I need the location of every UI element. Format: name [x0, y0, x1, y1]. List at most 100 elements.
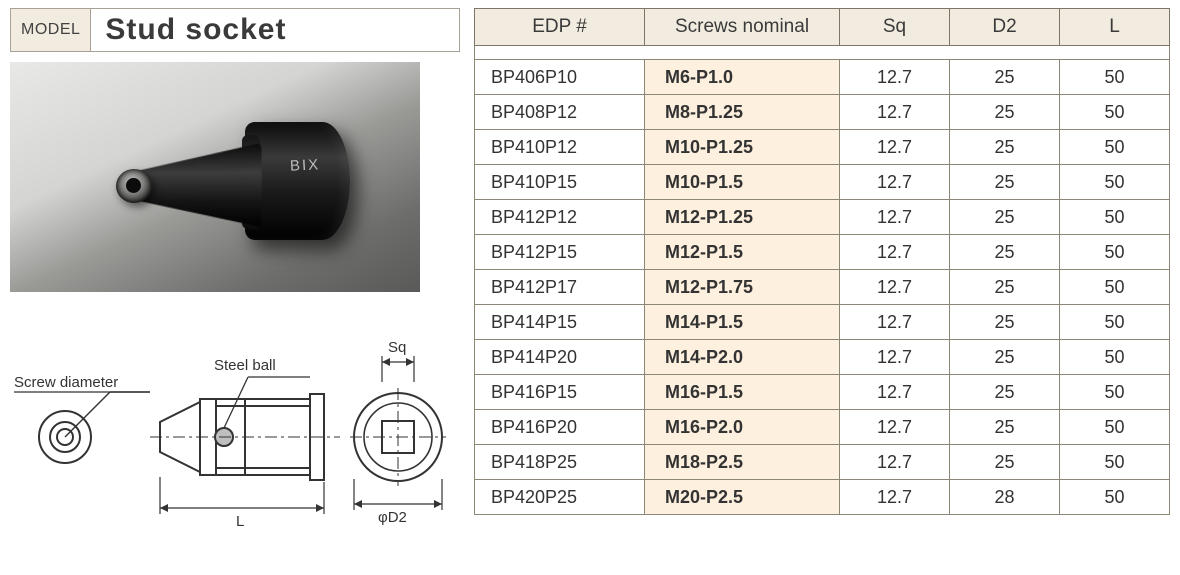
cell-sq: 12.7 — [840, 305, 950, 340]
cell-sq: 12.7 — [840, 410, 950, 445]
cell-sq: 12.7 — [840, 200, 950, 235]
cell-sq: 12.7 — [840, 95, 950, 130]
spec-table: EDP # Screws nominal Sq D2 L BP406P10M6-… — [474, 8, 1170, 515]
cell-edp: BP408P12 — [475, 95, 645, 130]
dimensional-diagram: Screw diameter Steel — [10, 322, 450, 542]
cell-nominal: M8-P1.25 — [645, 95, 840, 130]
cell-l: 50 — [1060, 235, 1170, 270]
socket-illustration: BIX — [110, 117, 350, 247]
model-tag: MODEL — [11, 9, 91, 51]
table-row: BP416P20M16-P2.012.72550 — [475, 410, 1170, 445]
product-title: Stud socket — [91, 9, 459, 51]
cell-nominal: M16-P2.0 — [645, 410, 840, 445]
cell-l: 50 — [1060, 410, 1170, 445]
cell-sq: 12.7 — [840, 60, 950, 95]
cell-l: 50 — [1060, 130, 1170, 165]
cell-d2: 25 — [950, 95, 1060, 130]
cell-nominal: M14-P2.0 — [645, 340, 840, 375]
cell-edp: BP414P15 — [475, 305, 645, 340]
product-photo: BIX — [10, 62, 420, 292]
cell-l: 50 — [1060, 200, 1170, 235]
cell-l: 50 — [1060, 95, 1170, 130]
cell-edp: BP414P20 — [475, 340, 645, 375]
cell-d2: 25 — [950, 340, 1060, 375]
table-row: BP408P12M8-P1.2512.72550 — [475, 95, 1170, 130]
cell-nominal: M6-P1.0 — [645, 60, 840, 95]
table-row: BP406P10M6-P1.012.72550 — [475, 60, 1170, 95]
d2-label: φD2 — [378, 509, 407, 526]
cell-sq: 12.7 — [840, 480, 950, 515]
cell-edp: BP410P15 — [475, 165, 645, 200]
cell-l: 50 — [1060, 480, 1170, 515]
table-row: BP414P15M14-P1.512.72550 — [475, 305, 1170, 340]
cell-l: 50 — [1060, 270, 1170, 305]
steel-ball-label: Steel ball — [214, 357, 276, 374]
cell-edp: BP412P15 — [475, 235, 645, 270]
col-header-l: L — [1060, 9, 1170, 46]
cell-d2: 25 — [950, 270, 1060, 305]
col-header-nominal: Screws nominal — [645, 9, 840, 46]
cell-l: 50 — [1060, 60, 1170, 95]
cell-d2: 28 — [950, 480, 1060, 515]
cell-sq: 12.7 — [840, 130, 950, 165]
cell-nominal: M10-P1.25 — [645, 130, 840, 165]
table-body: BP406P10M6-P1.012.72550BP408P12M8-P1.251… — [475, 60, 1170, 515]
cell-sq: 12.7 — [840, 270, 950, 305]
screw-diameter-label: Screw diameter — [14, 374, 118, 391]
cell-edp: BP410P12 — [475, 130, 645, 165]
cell-sq: 12.7 — [840, 340, 950, 375]
cell-edp: BP412P12 — [475, 200, 645, 235]
cell-nominal: M12-P1.5 — [645, 235, 840, 270]
cell-d2: 25 — [950, 130, 1060, 165]
cell-nominal: M12-P1.25 — [645, 200, 840, 235]
table-row: BP412P12M12-P1.2512.72550 — [475, 200, 1170, 235]
cell-edp: BP418P25 — [475, 445, 645, 480]
col-header-d2: D2 — [950, 9, 1060, 46]
title-box: MODEL Stud socket — [10, 8, 460, 52]
cell-d2: 25 — [950, 165, 1060, 200]
left-column: MODEL Stud socket BIX Screw diameter — [10, 8, 460, 542]
page-root: MODEL Stud socket BIX Screw diameter — [10, 8, 1170, 542]
cell-d2: 25 — [950, 445, 1060, 480]
cell-l: 50 — [1060, 340, 1170, 375]
cell-l: 50 — [1060, 165, 1170, 200]
cell-sq: 12.7 — [840, 445, 950, 480]
table-row: BP412P15M12-P1.512.72550 — [475, 235, 1170, 270]
sq-label: Sq — [388, 339, 406, 356]
cell-l: 50 — [1060, 445, 1170, 480]
cell-nominal: M16-P1.5 — [645, 375, 840, 410]
cell-l: 50 — [1060, 375, 1170, 410]
cell-d2: 25 — [950, 60, 1060, 95]
table-row: BP420P25M20-P2.512.72850 — [475, 480, 1170, 515]
col-header-sq: Sq — [840, 9, 950, 46]
table-row: BP412P17M12-P1.7512.72550 — [475, 270, 1170, 305]
cell-edp: BP416P20 — [475, 410, 645, 445]
table-row: BP410P12M10-P1.2512.72550 — [475, 130, 1170, 165]
table-row: BP414P20M14-P2.012.72550 — [475, 340, 1170, 375]
right-column: EDP # Screws nominal Sq D2 L BP406P10M6-… — [474, 8, 1170, 542]
cell-nominal: M10-P1.5 — [645, 165, 840, 200]
table-row: BP418P25M18-P2.512.72550 — [475, 445, 1170, 480]
cell-d2: 25 — [950, 200, 1060, 235]
cell-nominal: M18-P2.5 — [645, 445, 840, 480]
l-label: L — [236, 513, 244, 530]
cell-d2: 25 — [950, 305, 1060, 340]
cell-nominal: M14-P1.5 — [645, 305, 840, 340]
table-row: BP416P15M16-P1.512.72550 — [475, 375, 1170, 410]
cell-sq: 12.7 — [840, 235, 950, 270]
cell-edp: BP420P25 — [475, 480, 645, 515]
cell-nominal: M20-P2.5 — [645, 480, 840, 515]
cell-d2: 25 — [950, 375, 1060, 410]
table-row: BP410P15M10-P1.512.72550 — [475, 165, 1170, 200]
cell-edp: BP412P17 — [475, 270, 645, 305]
cell-d2: 25 — [950, 410, 1060, 445]
cell-edp: BP406P10 — [475, 60, 645, 95]
cell-sq: 12.7 — [840, 375, 950, 410]
cell-edp: BP416P15 — [475, 375, 645, 410]
col-header-edp: EDP # — [475, 9, 645, 46]
product-marking: BIX — [289, 156, 320, 175]
table-header-row: EDP # Screws nominal Sq D2 L — [475, 9, 1170, 46]
cell-nominal: M12-P1.75 — [645, 270, 840, 305]
cell-l: 50 — [1060, 305, 1170, 340]
cell-d2: 25 — [950, 235, 1060, 270]
